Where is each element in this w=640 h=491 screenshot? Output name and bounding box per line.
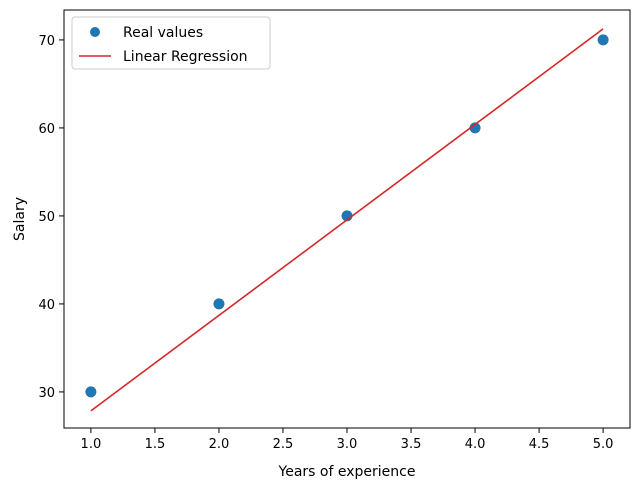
data-point: [469, 122, 481, 134]
y-tick-label: 40: [38, 298, 55, 313]
data-point: [85, 386, 97, 398]
legend-marker-real-values: [90, 27, 100, 37]
x-tick-label: 4.0: [465, 437, 486, 452]
x-tick-label: 3.5: [401, 437, 422, 452]
y-tick-label: 50: [38, 210, 55, 225]
x-axis-label: Years of experience: [278, 464, 416, 480]
x-tick-label: 2.0: [209, 437, 230, 452]
y-tick-label: 30: [38, 386, 55, 401]
regression-line: [90, 28, 604, 412]
legend-box: [71, 16, 271, 70]
legend-label-linear-regression: Linear Regression: [123, 49, 248, 65]
axes-frame: [63, 9, 631, 429]
data-point: [213, 298, 225, 310]
x-tick-label: 2.5: [273, 437, 294, 452]
x-tick-label: 4.5: [529, 437, 550, 452]
x-tick-label: 5.0: [593, 437, 614, 452]
legend: Real values Linear Regression: [71, 16, 271, 70]
y-tick-label: 70: [38, 34, 55, 49]
legend-label-real-values: Real values: [123, 25, 203, 41]
x-tick-label: 3.0: [337, 437, 358, 452]
data-point: [597, 34, 609, 46]
y-axis-label: Salary: [12, 197, 28, 241]
y-tick-label: 60: [38, 122, 55, 137]
x-tick-label: 1.0: [81, 437, 102, 452]
x-tick-label: 1.5: [145, 437, 166, 452]
